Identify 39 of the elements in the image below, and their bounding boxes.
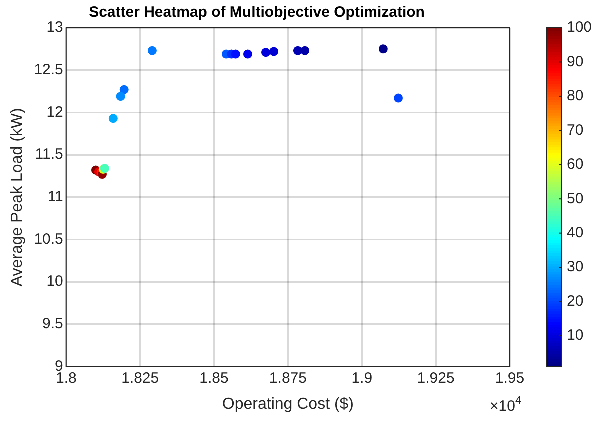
point [148,46,157,56]
point [120,85,129,94]
y-tick-label: 12.5 [34,61,64,78]
point [116,92,126,102]
color-bar-label: 100 [567,19,592,36]
y-tick-label: 12 [46,104,64,121]
y-tick-label: 10.5 [34,230,64,248]
y-tick-label: 9.5 [42,316,64,333]
point [378,44,388,54]
y-axis-title: Average Peak Load (kW) [9,108,26,287]
color-bar-label: 80 [567,88,584,105]
color-bar-label: 60 [567,156,584,174]
x-tick-label: 1.85 [200,370,229,387]
y-tick-label: 10 [46,273,64,290]
color-bar-label: 30 [567,258,584,276]
color-bar-label: 20 [567,292,584,310]
y-tick-label: 13 [46,19,64,36]
point [108,114,118,124]
color-bar-label: 50 [567,190,584,208]
point [262,48,271,58]
color-bar-label: 10 [567,327,584,344]
x-tick-label: 1.925 [417,370,455,387]
chart-title: Scatter Heatmap of Multiobjective Optimization [89,4,425,22]
x-tick-label: 1.8 [56,370,77,387]
point [300,46,310,56]
y-tick-label: 11 [48,188,64,206]
point [231,50,240,59]
x-tick-label: 1.875 [269,370,307,387]
color-bar-label: 40 [567,224,584,242]
point [270,47,278,56]
x-tick-label: 1.95 [495,370,525,387]
color-bar-label: 70 [567,122,584,139]
y-tick-label: 11.5 [35,146,64,164]
x-tick-label: 1.9 [352,370,373,387]
point [394,94,404,103]
point [243,50,252,59]
x-tick-label: 1.825 [122,370,160,387]
color-bar-label: 90 [567,53,584,70]
x-axis-title: Operating Cost ($) [222,396,354,413]
